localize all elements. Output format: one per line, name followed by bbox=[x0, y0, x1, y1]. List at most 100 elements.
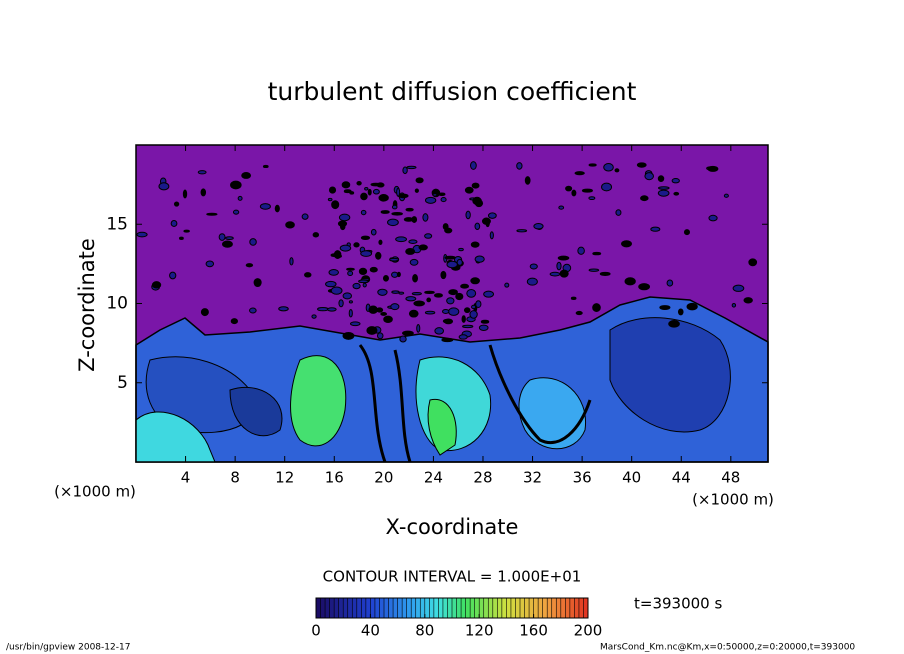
colorbar-cell bbox=[374, 598, 380, 618]
colorbar-cell bbox=[442, 598, 448, 618]
contour-blob bbox=[424, 310, 436, 315]
contour-blob bbox=[169, 271, 177, 280]
colorbar-cell bbox=[402, 598, 408, 618]
contour-blob bbox=[218, 233, 226, 241]
contour-blob bbox=[197, 170, 207, 175]
contour-blob bbox=[341, 181, 351, 189]
colorbar-cell bbox=[361, 598, 367, 618]
contour-blob bbox=[458, 247, 464, 252]
contour-blob bbox=[362, 282, 367, 288]
colorbar-cell bbox=[578, 598, 584, 618]
contour-blob bbox=[414, 188, 419, 193]
contour-blob bbox=[731, 302, 737, 308]
contour-blob bbox=[516, 162, 523, 170]
contour-blob bbox=[348, 309, 353, 318]
contour-blob bbox=[601, 182, 613, 192]
contour-blob bbox=[487, 212, 497, 219]
colorbar-cell bbox=[352, 598, 358, 618]
colorbar-cell bbox=[406, 598, 412, 618]
contour-blob bbox=[378, 194, 389, 202]
contour-blob bbox=[352, 282, 361, 290]
contour-blob bbox=[577, 246, 585, 255]
contour-blob bbox=[375, 251, 382, 260]
contour-blob bbox=[387, 218, 399, 227]
colorbar: 0 40 80 120 160 200 bbox=[311, 597, 602, 640]
x-tick-label: 12 bbox=[275, 469, 294, 487]
contour-blob bbox=[378, 239, 383, 245]
contour-blob bbox=[237, 195, 243, 201]
contour-blob bbox=[301, 213, 309, 220]
contour-blob bbox=[348, 300, 353, 304]
contour-blob bbox=[406, 165, 417, 170]
contour-blob bbox=[364, 187, 369, 191]
colorbar-cell bbox=[420, 598, 426, 618]
contour-blob bbox=[390, 303, 400, 311]
colorbar-cell bbox=[343, 598, 349, 618]
contour-blob bbox=[574, 171, 585, 176]
contour-blob bbox=[316, 307, 329, 312]
x-unit-label: (×1000 m) bbox=[692, 491, 774, 509]
contour-blob bbox=[232, 209, 240, 215]
contour-blob bbox=[230, 318, 239, 325]
contour-blob bbox=[603, 163, 614, 172]
contour-blob bbox=[671, 177, 680, 184]
contour-blob bbox=[402, 330, 414, 336]
contour-blob bbox=[380, 311, 387, 316]
colorbar-cell bbox=[447, 598, 453, 618]
contour-blob bbox=[460, 283, 470, 289]
contour-blob bbox=[441, 309, 450, 314]
contour-line bbox=[358, 344, 592, 463]
contour-blob bbox=[650, 226, 661, 232]
chart-title: turbulent diffusion coefficient bbox=[268, 77, 637, 106]
contour-blob bbox=[411, 291, 422, 296]
contour-blob bbox=[575, 310, 583, 316]
contour-blob bbox=[225, 236, 234, 241]
contour-blob bbox=[640, 195, 649, 202]
contour-blob bbox=[588, 268, 600, 272]
contour-blob bbox=[471, 304, 477, 310]
contour-blob bbox=[443, 318, 454, 325]
colorbar-cell bbox=[397, 598, 403, 618]
contour-blob bbox=[182, 189, 188, 199]
contour-blob bbox=[289, 257, 294, 266]
contour-blob bbox=[249, 238, 257, 246]
contour-blob bbox=[471, 182, 480, 189]
contour-blob bbox=[447, 307, 460, 316]
contour-blob bbox=[368, 305, 378, 314]
x-tick-label: 24 bbox=[424, 469, 443, 487]
colorbar-cell bbox=[506, 598, 512, 618]
contour-blob bbox=[614, 168, 620, 173]
contour-blob bbox=[179, 236, 184, 240]
contour-blob bbox=[370, 228, 377, 236]
contour-blob bbox=[466, 288, 477, 298]
contour-blob bbox=[469, 310, 478, 319]
x-unit-label: (×1000 m) bbox=[54, 483, 136, 501]
colorbar-cell bbox=[429, 598, 435, 618]
contour-blob bbox=[377, 288, 388, 296]
contour-blob bbox=[483, 290, 495, 298]
colorbar-cell bbox=[470, 598, 476, 618]
contour-blob bbox=[230, 180, 242, 190]
contour-blob bbox=[424, 233, 433, 239]
contour-blob bbox=[339, 222, 346, 231]
contour-blob bbox=[241, 172, 252, 179]
contour-blob bbox=[465, 210, 471, 220]
x-tick-label: 40 bbox=[622, 469, 641, 487]
contour-blob bbox=[416, 324, 421, 333]
contour-blob bbox=[592, 251, 602, 256]
field-region bbox=[290, 355, 347, 447]
contour-blob bbox=[372, 188, 380, 195]
contour-blob bbox=[391, 290, 400, 294]
contour-blob bbox=[376, 332, 384, 340]
contour-blob bbox=[360, 250, 373, 257]
colorbar-cell bbox=[433, 598, 439, 618]
contour-blob bbox=[170, 219, 178, 227]
contour-blob bbox=[342, 331, 355, 340]
contour-blob bbox=[253, 278, 262, 288]
contour-blob bbox=[391, 204, 398, 210]
colorbar-tick-label: 40 bbox=[361, 622, 380, 640]
contour-blob bbox=[440, 197, 447, 203]
contour-blob bbox=[245, 263, 254, 268]
contour-blob bbox=[409, 258, 419, 266]
colorbar-cell bbox=[388, 598, 394, 618]
